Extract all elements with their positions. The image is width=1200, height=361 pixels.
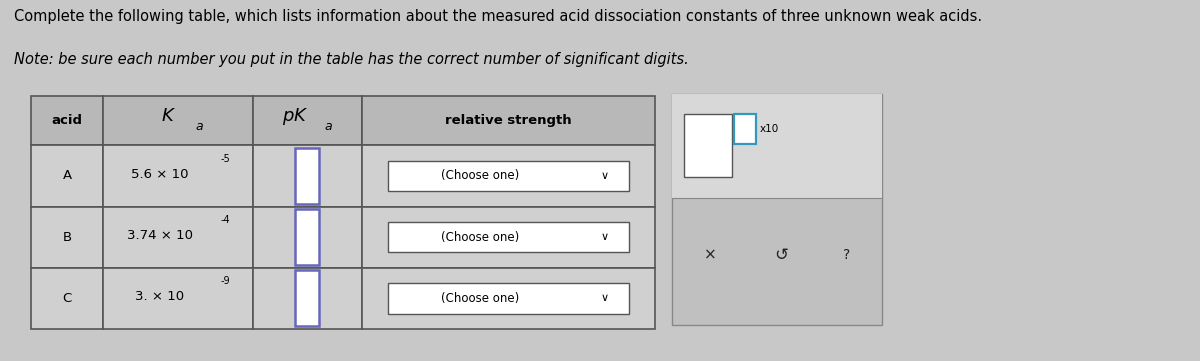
FancyBboxPatch shape <box>389 283 629 314</box>
FancyBboxPatch shape <box>253 96 362 145</box>
FancyBboxPatch shape <box>295 148 319 204</box>
Text: (Choose one): (Choose one) <box>440 231 518 244</box>
FancyBboxPatch shape <box>253 268 362 329</box>
FancyBboxPatch shape <box>31 206 103 268</box>
FancyBboxPatch shape <box>362 96 655 145</box>
Text: B: B <box>62 231 72 244</box>
FancyBboxPatch shape <box>362 206 655 268</box>
FancyBboxPatch shape <box>672 94 882 325</box>
Text: acid: acid <box>52 114 83 127</box>
Text: (Choose one): (Choose one) <box>440 292 518 305</box>
Text: Note: be sure each number you put in the table has the correct number of signifi: Note: be sure each number you put in the… <box>14 52 689 68</box>
FancyBboxPatch shape <box>734 114 756 144</box>
Text: 3. × 10: 3. × 10 <box>136 290 185 303</box>
Text: ?: ? <box>842 248 850 262</box>
FancyBboxPatch shape <box>684 114 732 177</box>
FancyBboxPatch shape <box>253 145 362 206</box>
FancyBboxPatch shape <box>672 94 882 198</box>
Text: $\mathit{K}$: $\mathit{K}$ <box>161 107 175 125</box>
FancyBboxPatch shape <box>389 222 629 252</box>
Text: ↺: ↺ <box>774 246 788 264</box>
Text: $\mathit{a}$: $\mathit{a}$ <box>324 121 334 134</box>
Text: x10: x10 <box>760 124 779 134</box>
Text: ∨: ∨ <box>601 232 608 242</box>
Text: -9: -9 <box>221 276 230 286</box>
FancyBboxPatch shape <box>362 268 655 329</box>
FancyBboxPatch shape <box>103 145 253 206</box>
Text: Complete the following table, which lists information about the measured acid di: Complete the following table, which list… <box>14 9 983 24</box>
FancyBboxPatch shape <box>295 209 319 265</box>
FancyBboxPatch shape <box>295 270 319 326</box>
Text: -4: -4 <box>221 215 230 225</box>
FancyBboxPatch shape <box>103 268 253 329</box>
FancyBboxPatch shape <box>31 96 103 145</box>
FancyBboxPatch shape <box>253 206 362 268</box>
FancyBboxPatch shape <box>362 145 655 206</box>
Text: -5: -5 <box>221 154 230 164</box>
Text: $\mathit{a}$: $\mathit{a}$ <box>196 121 204 134</box>
Text: 5.6 × 10: 5.6 × 10 <box>131 168 188 180</box>
FancyBboxPatch shape <box>31 145 103 206</box>
Text: C: C <box>62 292 72 305</box>
Text: 3.74 × 10: 3.74 × 10 <box>127 229 193 242</box>
Text: ∨: ∨ <box>601 171 608 181</box>
Text: ×: × <box>703 248 716 262</box>
Text: $p\mathit{K}$: $p\mathit{K}$ <box>282 106 308 127</box>
Text: ∨: ∨ <box>601 293 608 303</box>
Text: relative strength: relative strength <box>445 114 572 127</box>
FancyBboxPatch shape <box>103 206 253 268</box>
FancyBboxPatch shape <box>31 268 103 329</box>
FancyBboxPatch shape <box>389 161 629 191</box>
Text: A: A <box>62 169 72 182</box>
FancyBboxPatch shape <box>103 96 253 145</box>
Text: (Choose one): (Choose one) <box>440 169 518 182</box>
